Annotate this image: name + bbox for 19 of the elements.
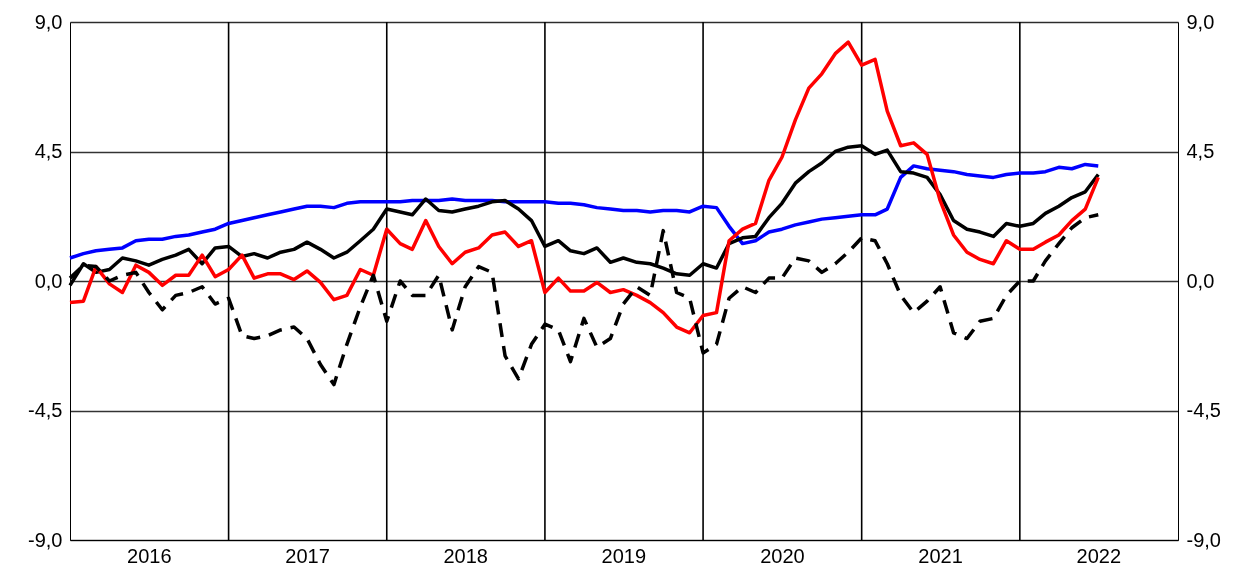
y2-tick-label: -4,5 xyxy=(1186,399,1221,421)
y2-tick-label: 0,0 xyxy=(1186,269,1215,292)
x-tick-label: 2016 xyxy=(127,544,172,567)
y-tick-label: 0,0 xyxy=(34,269,63,292)
x-tick-label: 2022 xyxy=(1076,544,1122,567)
x-tick-label: 2017 xyxy=(285,544,330,567)
y2-tick-label: -9,0 xyxy=(1186,528,1221,551)
x-tick-label: 2020 xyxy=(760,544,805,567)
y2-tick-label: 9,0 xyxy=(1186,10,1215,33)
line-series xyxy=(68,162,1101,260)
y-tick-label: -9,0 xyxy=(28,528,63,551)
x-tick-label: 2019 xyxy=(601,544,647,567)
y-tick-label: 4,5 xyxy=(34,140,63,162)
x-tick-label: 2021 xyxy=(918,544,963,567)
y-tick-label: 9,0 xyxy=(34,10,63,33)
y-tick-label: -4,5 xyxy=(28,399,63,421)
x-tick-label: 2018 xyxy=(443,544,488,567)
line-series xyxy=(68,40,1101,335)
y2-tick-label: 4,5 xyxy=(1186,140,1215,162)
